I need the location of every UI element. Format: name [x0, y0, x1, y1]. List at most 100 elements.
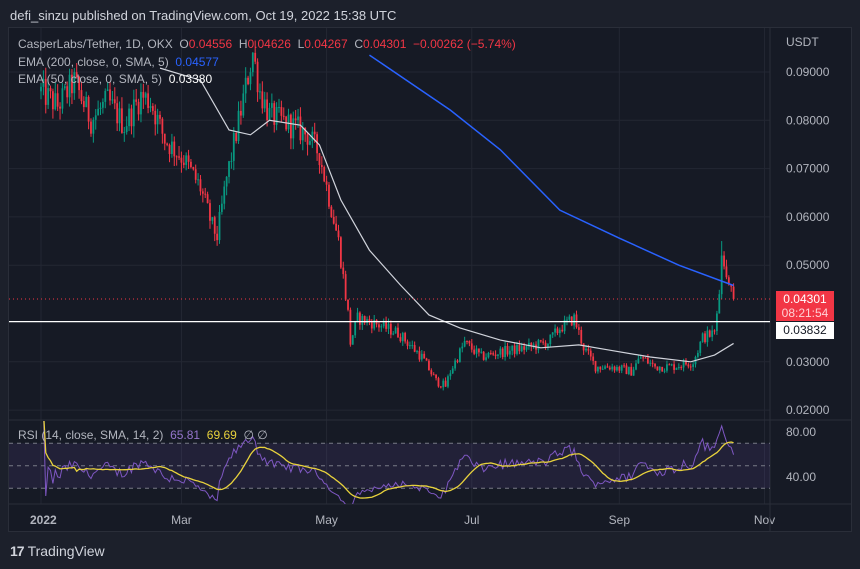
- candle-body: [432, 374, 435, 376]
- candle-body: [435, 374, 437, 379]
- candle-body: [725, 266, 728, 278]
- candle-body: [287, 114, 290, 130]
- candle-body: [61, 88, 64, 109]
- candle-body: [449, 373, 452, 377]
- candle-body: [199, 179, 202, 192]
- candle-body: [513, 345, 516, 354]
- candle-body: [478, 348, 480, 353]
- last-price: 0.04301: [783, 292, 827, 306]
- candle-body: [159, 114, 161, 119]
- rsi-legend[interactable]: RSI (14, close, SMA, 14, 2) 65.81 69.69 …: [18, 428, 268, 442]
- candle-body: [711, 330, 714, 337]
- candle-body: [149, 106, 152, 108]
- candle-body: [454, 360, 457, 369]
- candle-body: [359, 312, 361, 325]
- candle-body: [106, 89, 109, 91]
- candle-body: [647, 357, 649, 364]
- candle-body: [708, 330, 711, 337]
- candle-body: [330, 206, 333, 217]
- candle-body: [71, 74, 73, 94]
- candle-body: [589, 350, 592, 357]
- candle-body: [187, 155, 190, 162]
- candle-body: [528, 342, 530, 347]
- candle-body: [194, 169, 197, 180]
- candle-body: [627, 366, 630, 375]
- candle-body: [111, 99, 114, 101]
- candle-body: [304, 127, 307, 135]
- candle-body: [80, 90, 83, 102]
- candle-body: [73, 72, 76, 94]
- candle-body: [508, 350, 511, 355]
- candle-body: [635, 363, 637, 370]
- close-value: 0.04301: [362, 37, 407, 51]
- candle-body: [121, 108, 123, 133]
- candles: [40, 40, 735, 391]
- candle-body: [137, 101, 140, 115]
- candle-body: [92, 119, 95, 134]
- y-tick-label: 0.03000: [786, 355, 830, 369]
- candle-body: [637, 358, 640, 364]
- candle-body: [482, 351, 485, 360]
- candle-body: [147, 93, 149, 108]
- candle-body: [592, 356, 595, 361]
- candle-body: [361, 316, 364, 325]
- candle-body: [494, 354, 497, 356]
- candle-body: [101, 101, 104, 108]
- candle-body: [154, 110, 157, 125]
- candle-body: [539, 340, 542, 342]
- candle-body: [661, 366, 664, 372]
- candle-body: [597, 366, 599, 372]
- candle-body: [573, 314, 576, 326]
- candle-body: [332, 216, 335, 224]
- change-value: −0.00262 (−5.74%): [413, 37, 516, 51]
- open-label: O: [179, 37, 189, 51]
- candle-body: [171, 141, 173, 155]
- candle-body: [670, 364, 673, 366]
- ema200-legend[interactable]: EMA (200, close, 0, SMA, 5) 0.04577: [18, 55, 219, 69]
- candle-body: [582, 343, 585, 351]
- candle-body: [297, 116, 299, 121]
- candle-body: [87, 96, 90, 122]
- candle-body: [475, 348, 478, 354]
- ema50-legend[interactable]: EMA (50, close, 0, SMA, 5) 0.03380: [18, 72, 212, 86]
- candle-body: [351, 335, 354, 345]
- candle-body: [130, 108, 133, 127]
- candle-body: [230, 160, 233, 162]
- candle-body: [270, 103, 273, 108]
- candle-body: [680, 367, 683, 369]
- symbol-name[interactable]: CasperLabs/Tether, 1D, OKX: [18, 37, 173, 51]
- candle-body: [128, 108, 130, 127]
- candle-body: [616, 366, 618, 371]
- candle-body: [423, 353, 426, 359]
- candle-body: [561, 329, 564, 332]
- tradingview-brand: TradingView: [27, 543, 105, 559]
- candle-body: [49, 88, 52, 92]
- candle-body: [606, 366, 609, 368]
- candle-body: [44, 79, 47, 105]
- tradingview-logo[interactable]: 17 TradingView: [10, 543, 105, 559]
- candle-body: [318, 153, 321, 166]
- candle-body: [673, 364, 675, 370]
- candle-body: [594, 360, 597, 372]
- candle-body: [544, 342, 547, 348]
- candle-body: [140, 91, 142, 115]
- candle-body: [325, 181, 328, 185]
- ema50-label: EMA (50, close, 0, SMA, 5): [18, 72, 163, 86]
- candle-body: [218, 211, 221, 241]
- candle-body: [54, 93, 57, 110]
- x-tick-label: May: [315, 513, 338, 527]
- candle-body: [730, 284, 733, 287]
- ema200-label: EMA (200, close, 0, SMA, 5): [18, 55, 169, 69]
- candle-body: [404, 332, 407, 342]
- candle-body: [727, 277, 730, 285]
- candle-body: [523, 346, 526, 350]
- candle-body: [406, 341, 409, 346]
- candle-body: [444, 380, 447, 387]
- candle-body: [261, 91, 264, 109]
- candle-body: [716, 313, 718, 332]
- candle-body: [349, 309, 352, 345]
- level-price-tag: 0.03832: [776, 322, 834, 339]
- candle-body: [489, 352, 492, 354]
- symbol-legend: CasperLabs/Tether, 1D, OKX O0.04556 H0.0…: [18, 37, 516, 51]
